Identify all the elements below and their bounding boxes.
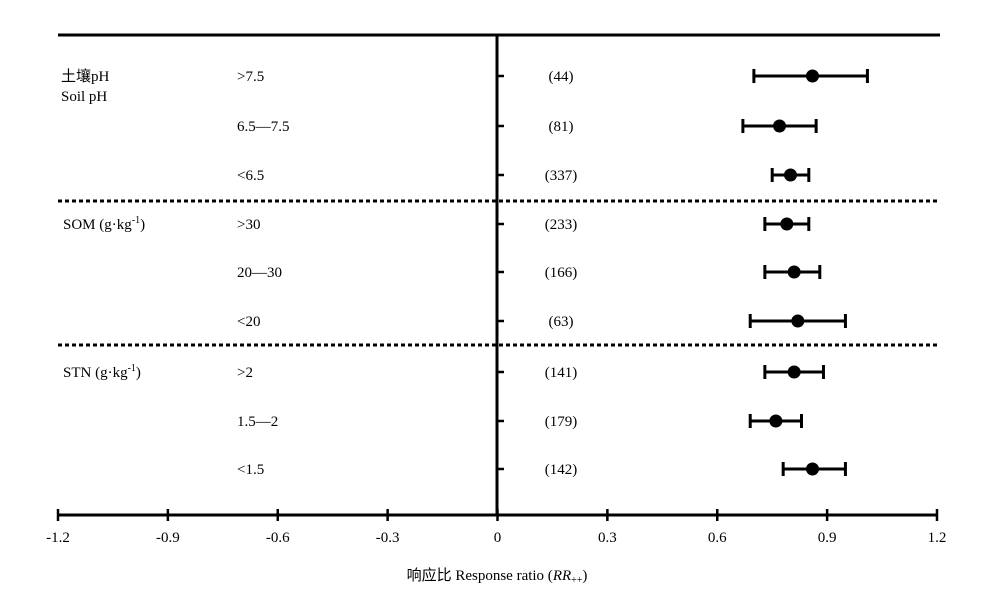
sample-size-label: (44) [549, 69, 574, 85]
category-label: <20 [237, 314, 260, 330]
mean-point [780, 217, 794, 231]
x-tick-label: -0.9 [156, 530, 180, 546]
x-tick-label: 1.2 [928, 530, 947, 546]
category-label: >2 [237, 365, 253, 381]
mean-point [769, 414, 783, 428]
x-tick-label: 0.6 [708, 530, 727, 546]
category-label: 6.5—7.5 [237, 119, 290, 135]
category-label: 20—30 [237, 265, 282, 281]
mean-point [791, 314, 805, 328]
sample-size-label: (81) [549, 119, 574, 135]
group-label-en: Soil pH [61, 89, 107, 105]
x-tick-label: 0 [494, 530, 502, 546]
category-label: <1.5 [237, 462, 264, 478]
mean-point [805, 69, 819, 83]
sample-size-label: (337) [545, 168, 578, 184]
group-label-cn: 土壤pH [61, 67, 110, 85]
mean-point [773, 119, 787, 133]
sample-size-label: (63) [549, 314, 574, 330]
x-tick-label: 0.3 [598, 530, 617, 546]
category-label: <6.5 [237, 168, 264, 184]
mean-point [805, 462, 819, 476]
groups-layer: 土壤pH Soil pH >7.5 (44) 6.5—7.5 (81) <6.5 (337) S… [58, 67, 940, 478]
x-axis-label: 响应比 Response ratio (RR++) [407, 566, 588, 586]
x-tick-label: -0.6 [266, 530, 290, 546]
category-label: >30 [237, 217, 260, 233]
sample-size-label: (166) [545, 265, 578, 281]
sample-size-label: (142) [545, 462, 578, 478]
marks-layer [497, 69, 869, 476]
mean-point [787, 265, 801, 279]
mean-point [784, 168, 797, 182]
x-axis-ticks: -1.2 -0.9 -0.6 -0.3 0 0.3 0.6 0.9 1.2 [46, 509, 946, 546]
category-label: >7.5 [237, 69, 264, 85]
x-tick-label: -1.2 [46, 530, 70, 546]
x-tick-label: 0.9 [818, 530, 837, 546]
group-label: SOM (g·kg-1) [63, 215, 145, 233]
mean-point [787, 365, 801, 379]
sample-size-label: (141) [545, 365, 578, 381]
group-label: STN (g·kg-1) [63, 363, 141, 381]
x-tick-label: -0.3 [376, 530, 400, 546]
category-label: 1.5—2 [237, 414, 278, 430]
sample-size-label: (233) [545, 217, 578, 233]
sample-size-label: (179) [545, 414, 578, 430]
